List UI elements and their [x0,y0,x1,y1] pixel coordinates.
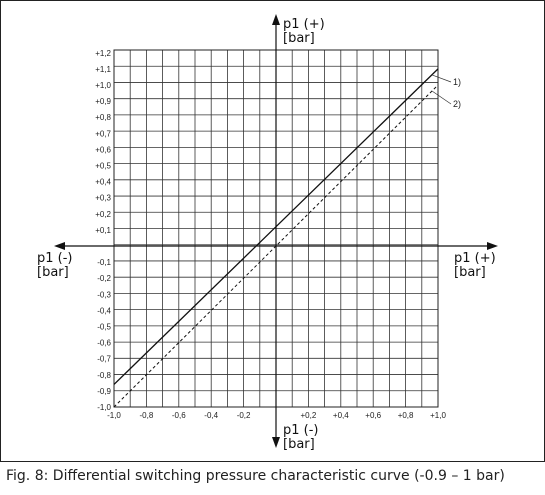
y-tick-label: +1,1 [95,65,111,74]
tick-labels: +1,2 +1,1 +1,0 +0,9 +0,8 +0,7 +0,6 +0,5 +0,4 +0,3… [95,49,446,420]
y-tick-label: -0,3 [97,290,111,299]
right-axis-unit: [bar] [454,265,486,280]
x-tick-label: -0,2 [237,411,251,420]
y-tick-label: +1,0 [95,81,111,90]
x-tick-label: +0,8 [398,411,414,420]
y-tick-label: +0,9 [95,97,111,106]
series-leader-line [431,90,452,105]
x-tick-label: -0,8 [140,411,154,420]
y-tick-label: -0,6 [97,339,111,348]
left-axis-label: p1 (-) [37,251,73,266]
x-tick-label: -1,0 [107,411,121,420]
arrow-down-icon [272,437,280,448]
bottom-axis-unit: [bar] [283,437,315,452]
y-tick-label: +0,3 [95,194,111,203]
arrow-up-icon [272,14,280,25]
y-tick-label: -0,8 [97,371,111,380]
figure-caption: Fig. 8: Differential switching pressure … [6,468,505,484]
y-tick-label: -1,0 [97,403,111,412]
series-line-2 [113,84,439,408]
top-axis-label: p1 (+) [283,17,325,32]
chart-series: 1) 2) [113,68,461,408]
y-tick-label: +0,6 [95,145,111,154]
bottom-axis-label: p1 (-) [283,423,319,438]
series-label: 1) [453,77,461,87]
axis-labels: p1 (+)[bar]p1 (-)[bar]p1 (-)[bar]p1 (+)[… [37,17,496,452]
right-axis-label: p1 (+) [454,251,496,266]
y-tick-label: -0,1 [97,258,111,267]
y-tick-label: -0,2 [97,274,111,283]
arrow-left-icon [54,242,65,250]
y-tick-label: +0,4 [95,178,111,187]
y-tick-label: -0,7 [97,355,111,364]
y-tick-label: +1,2 [95,49,111,58]
chart-axes [54,14,498,448]
y-tick-label: -0,4 [97,306,111,315]
y-tick-label: +0,5 [95,162,111,171]
top-axis-unit: [bar] [283,31,315,46]
y-tick-label: +0,1 [95,226,111,235]
left-axis-unit: [bar] [37,265,69,280]
x-tick-label: -0,6 [172,411,186,420]
y-tick-label: -0,9 [97,387,111,396]
y-tick-label: +0,8 [95,113,111,122]
arrow-right-icon [487,242,498,250]
y-tick-label: +0,7 [95,129,111,138]
x-tick-label: +1,0 [430,411,446,420]
y-tick-label: -0,5 [97,323,111,332]
y-tick-label: +0,2 [95,210,111,219]
series-leader-line [431,74,452,83]
x-tick-label: +0,2 [301,411,317,420]
pressure-chart: +1,2 +1,1 +1,0 +0,9 +0,8 +0,7 +0,6 +0,5 +0,4 +0,3… [37,14,498,452]
series-label: 2) [453,99,461,109]
x-tick-label: +0,6 [365,411,381,420]
x-tick-label: -0,4 [204,411,218,420]
figure-frame: +1,2 +1,1 +1,0 +0,9 +0,8 +0,7 +0,6 +0,5 +0,4 +0,3… [0,0,545,462]
x-tick-label: +0,4 [333,411,349,420]
series-line-1 [113,68,439,385]
